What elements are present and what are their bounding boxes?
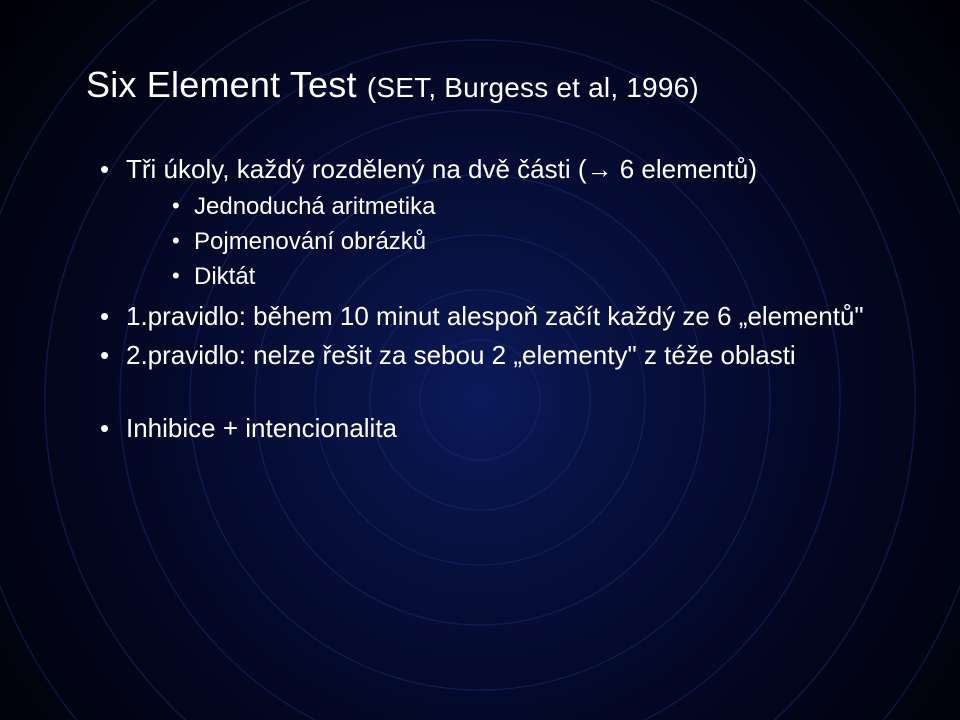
slide: Six Element Test (SET, Burgess et al, 19… — [0, 0, 960, 720]
bullet-list: Tři úkoly, každý rozdělený na dvě části … — [70, 151, 890, 374]
sub-bullet-list: Jednoduchá aritmetika Pojmenování obrázk… — [126, 190, 890, 294]
sub-bullet-text: Pojmenování obrázků — [194, 228, 426, 255]
slide-content: Six Element Test (SET, Burgess et al, 19… — [0, 0, 960, 447]
bullet-item: Tři úkoly, každý rozdělený na dvě části … — [100, 151, 890, 294]
spacer — [70, 376, 890, 410]
sub-bullet-item: Jednoduchá aritmetika — [172, 190, 890, 224]
bullet-item: 1.pravidlo: během 10 minut alespoň začít… — [100, 298, 890, 335]
sub-bullet-item: Diktát — [172, 260, 890, 294]
bullet-text: Inhibice + intencionalita — [126, 413, 397, 443]
bullet-text: Tři úkoly, každý rozdělený na dvě části … — [126, 154, 757, 184]
sub-bullet-text: Jednoduchá aritmetika — [194, 193, 435, 220]
footer-bullet-list: Inhibice + intencionalita — [70, 410, 890, 447]
bullet-text: 1.pravidlo: během 10 minut alespoň začít… — [126, 301, 864, 331]
sub-bullet-item: Pojmenování obrázků — [172, 225, 890, 259]
bullet-item: 2.pravidlo: nelze řešit za sebou 2 „elem… — [100, 337, 890, 374]
bullet-text: 2.pravidlo: nelze řešit za sebou 2 „elem… — [126, 340, 796, 370]
slide-title: Six Element Test (SET, Burgess et al, 19… — [70, 62, 890, 107]
sub-bullet-text: Diktát — [194, 263, 255, 290]
title-main: Six Element Test — [86, 64, 357, 105]
title-subtitle: (SET, Burgess et al, 1996) — [367, 72, 699, 103]
bullet-item: Inhibice + intencionalita — [100, 410, 890, 447]
